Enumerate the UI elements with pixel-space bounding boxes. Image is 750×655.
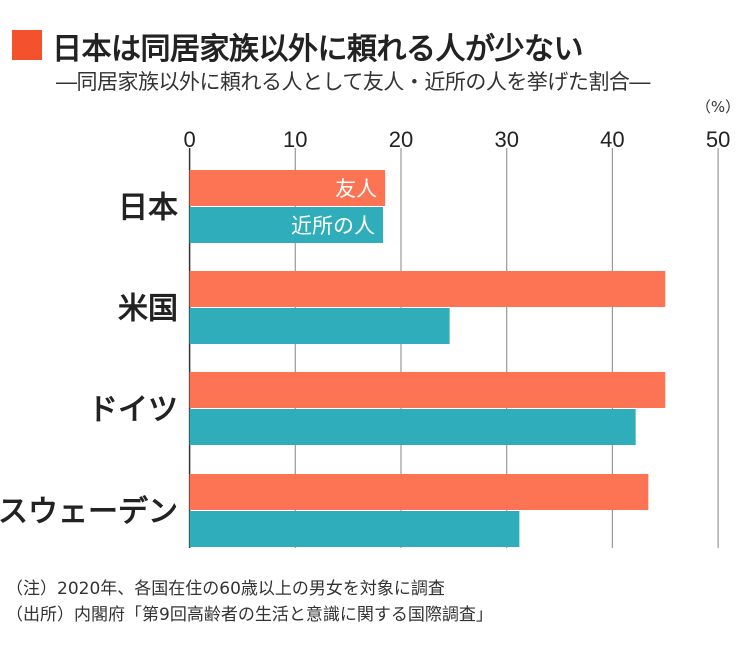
bar-neighbor	[189, 511, 520, 547]
x-tick-label: 20	[389, 127, 413, 152]
chart-title: 日本は同居家族以外に頼れる人が少ない	[52, 32, 584, 67]
bar-friend	[189, 271, 666, 307]
x-tick-label: 30	[494, 127, 518, 152]
category-label: ドイツ	[88, 393, 178, 428]
bar-neighbor	[189, 409, 636, 445]
x-tick-label: 10	[283, 127, 307, 152]
footnote: （注）2020年、各国在住の60歳以上の男女を対象に調査	[6, 579, 445, 599]
bar-neighbor	[189, 207, 384, 243]
x-tick-label: 0	[183, 127, 195, 152]
x-tick-label: 50	[706, 127, 730, 152]
series-label: 友人	[335, 177, 377, 201]
title-marker	[12, 30, 42, 60]
bar-neighbor	[189, 308, 450, 344]
bar-friend	[189, 474, 649, 510]
category-label: スウェーデン	[0, 495, 178, 530]
x-tick-label: 40	[600, 127, 624, 152]
category-label: 米国	[118, 292, 178, 327]
bar-friend	[189, 372, 666, 408]
unit-label: （%）	[696, 98, 740, 116]
bar-friend	[189, 170, 386, 206]
source-note: （出所）内閣府「第9回高齢者の生活と意識に関する国際調査」	[6, 605, 493, 625]
chart-subtitle: ―同居家族以外に頼れる人として友人・近所の人を挙げた割合―	[56, 70, 650, 94]
series-label: 近所の人	[291, 214, 375, 238]
category-label: 日本	[118, 191, 178, 226]
